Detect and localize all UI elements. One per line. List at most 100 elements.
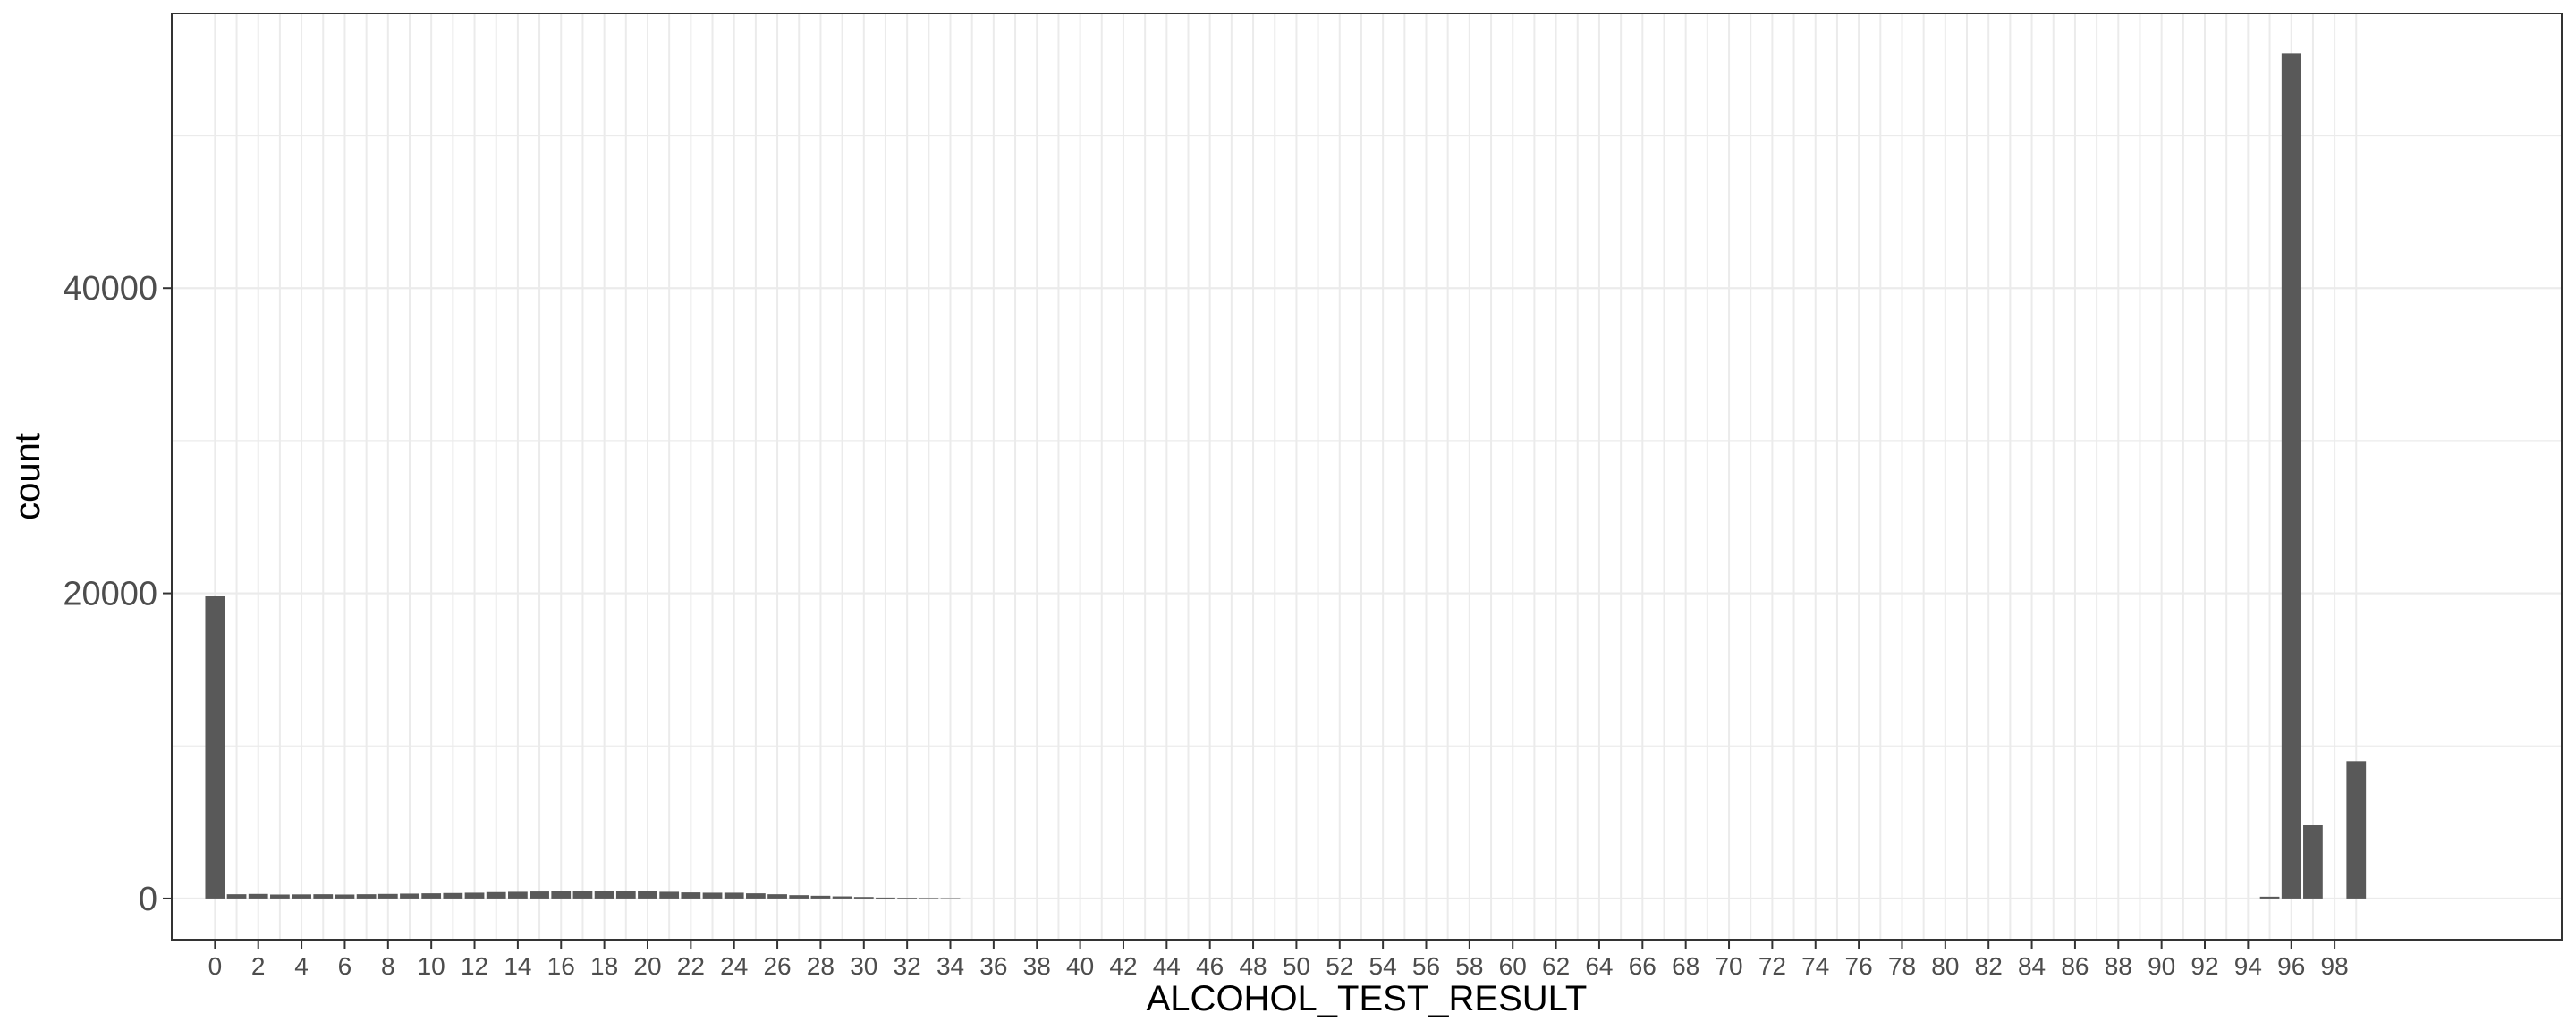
x-tick-label: 74: [1801, 952, 1829, 980]
x-tick-label: 22: [677, 952, 705, 980]
x-tick-label: 56: [1412, 952, 1440, 980]
x-tick-label: 14: [504, 952, 531, 980]
bar-6: [335, 894, 355, 899]
bar-96: [2281, 53, 2301, 899]
bar-3: [270, 894, 290, 899]
bar-11: [443, 892, 463, 899]
bar-99: [2346, 761, 2367, 899]
bar-20: [638, 891, 657, 899]
bar-2: [248, 893, 268, 899]
x-tick-label: 18: [590, 952, 618, 980]
x-tick-label: 90: [2148, 952, 2175, 980]
x-tick-label: 44: [1153, 952, 1181, 980]
x-axis-title: ALCOHOL_TEST_RESULT: [1147, 979, 1588, 1018]
x-tick-label: 60: [1499, 952, 1527, 980]
x-tick-label: 26: [763, 952, 791, 980]
bar-26: [767, 894, 787, 899]
bar-24: [724, 892, 744, 899]
x-tick-label: 54: [1369, 952, 1397, 980]
bar-18: [594, 891, 614, 899]
bar-21: [659, 891, 680, 899]
bar-9: [400, 893, 419, 899]
x-tick-label: 24: [720, 952, 748, 980]
bar-4: [292, 894, 311, 899]
bar-5: [313, 894, 334, 899]
bar-27: [789, 895, 809, 899]
x-tick-label: 72: [1758, 952, 1786, 980]
x-tick-label: 70: [1715, 952, 1742, 980]
x-tick-label: 62: [1542, 952, 1570, 980]
y-tick-label: 0: [139, 881, 157, 918]
x-tick-label: 48: [1239, 952, 1267, 980]
x-tick-label: 96: [2277, 952, 2305, 980]
x-tick-label: 36: [979, 952, 1007, 980]
bar-32: [897, 898, 918, 899]
bar-30: [853, 897, 874, 899]
x-tick-label: 8: [381, 952, 395, 980]
x-tick-label: 20: [633, 952, 661, 980]
bar-22: [681, 892, 701, 899]
x-tick-label: 52: [1326, 952, 1353, 980]
x-tick-label: 84: [2018, 952, 2046, 980]
x-tick-label: 42: [1109, 952, 1137, 980]
bar-97: [2303, 824, 2323, 899]
x-tick-label: 64: [1585, 952, 1613, 980]
bar-12: [464, 892, 485, 899]
x-tick-label: 80: [1931, 952, 1959, 980]
x-tick-label: 78: [1888, 952, 1916, 980]
y-axis-ticks: 0 20000 40000: [63, 270, 172, 918]
x-tick-label: 86: [2061, 952, 2089, 980]
x-tick-label: 2: [251, 952, 266, 980]
bar-13: [486, 891, 506, 899]
bar-8: [377, 893, 398, 899]
x-tick-label: 82: [1975, 952, 2003, 980]
x-tick-label: 50: [1283, 952, 1310, 980]
y-tick-label: 40000: [63, 270, 157, 308]
bars: [205, 53, 2367, 899]
bar-15: [530, 891, 549, 899]
x-tick-label: 0: [208, 952, 223, 980]
x-tick-label: 94: [2234, 952, 2262, 980]
x-axis-ticks: 0 2 4 6 8 10 12 14 16 18 20 22 24 26 28 30 32 34 36 38 40 42 4…: [208, 940, 2349, 980]
x-tick-label: 88: [2105, 952, 2132, 980]
grid-lines: [172, 13, 2562, 940]
bar-31: [876, 897, 895, 899]
x-tick-label: 12: [461, 952, 488, 980]
x-tick-label: 16: [547, 952, 575, 980]
x-tick-label: 98: [2321, 952, 2349, 980]
bar-23: [702, 892, 723, 899]
bar-33: [919, 898, 939, 899]
bar-1: [226, 894, 247, 899]
bar-19: [615, 891, 636, 899]
panel-border: [171, 13, 2563, 941]
x-tick-label: 58: [1455, 952, 1483, 980]
x-tick-label: 66: [1629, 952, 1657, 980]
y-tick-label: 20000: [63, 576, 157, 613]
y-axis-title: count: [8, 433, 47, 520]
x-tick-label: 40: [1066, 952, 1094, 980]
bar-7: [356, 894, 377, 899]
x-tick-label: 34: [936, 952, 964, 980]
x-tick-label: 4: [294, 952, 309, 980]
bar-29: [832, 896, 852, 899]
x-tick-label: 38: [1023, 952, 1051, 980]
x-tick-label: 76: [1845, 952, 1873, 980]
bar-10: [421, 893, 442, 899]
bar-16: [551, 891, 572, 899]
x-tick-label: 32: [894, 952, 921, 980]
bar-28: [810, 895, 831, 899]
x-tick-label: 92: [2190, 952, 2218, 980]
x-tick-label: 46: [1196, 952, 1224, 980]
bar-0: [205, 595, 225, 899]
x-tick-label: 30: [850, 952, 877, 980]
x-tick-label: 6: [338, 952, 352, 980]
x-tick-label: 28: [807, 952, 835, 980]
bar-14: [508, 891, 528, 899]
x-tick-label: 68: [1672, 952, 1699, 980]
bar-95: [2259, 896, 2280, 899]
x-tick-label: 10: [418, 952, 445, 980]
bar-25: [746, 893, 766, 899]
bar-17: [572, 891, 593, 899]
